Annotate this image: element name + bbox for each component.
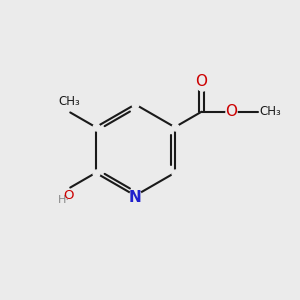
Text: H·: H· (58, 195, 70, 205)
Text: CH₃: CH₃ (259, 105, 281, 118)
Text: O: O (196, 74, 208, 89)
Text: CH₃: CH₃ (58, 95, 80, 108)
Text: O: O (225, 104, 237, 119)
Text: N: N (129, 190, 142, 206)
Text: O: O (64, 189, 74, 202)
